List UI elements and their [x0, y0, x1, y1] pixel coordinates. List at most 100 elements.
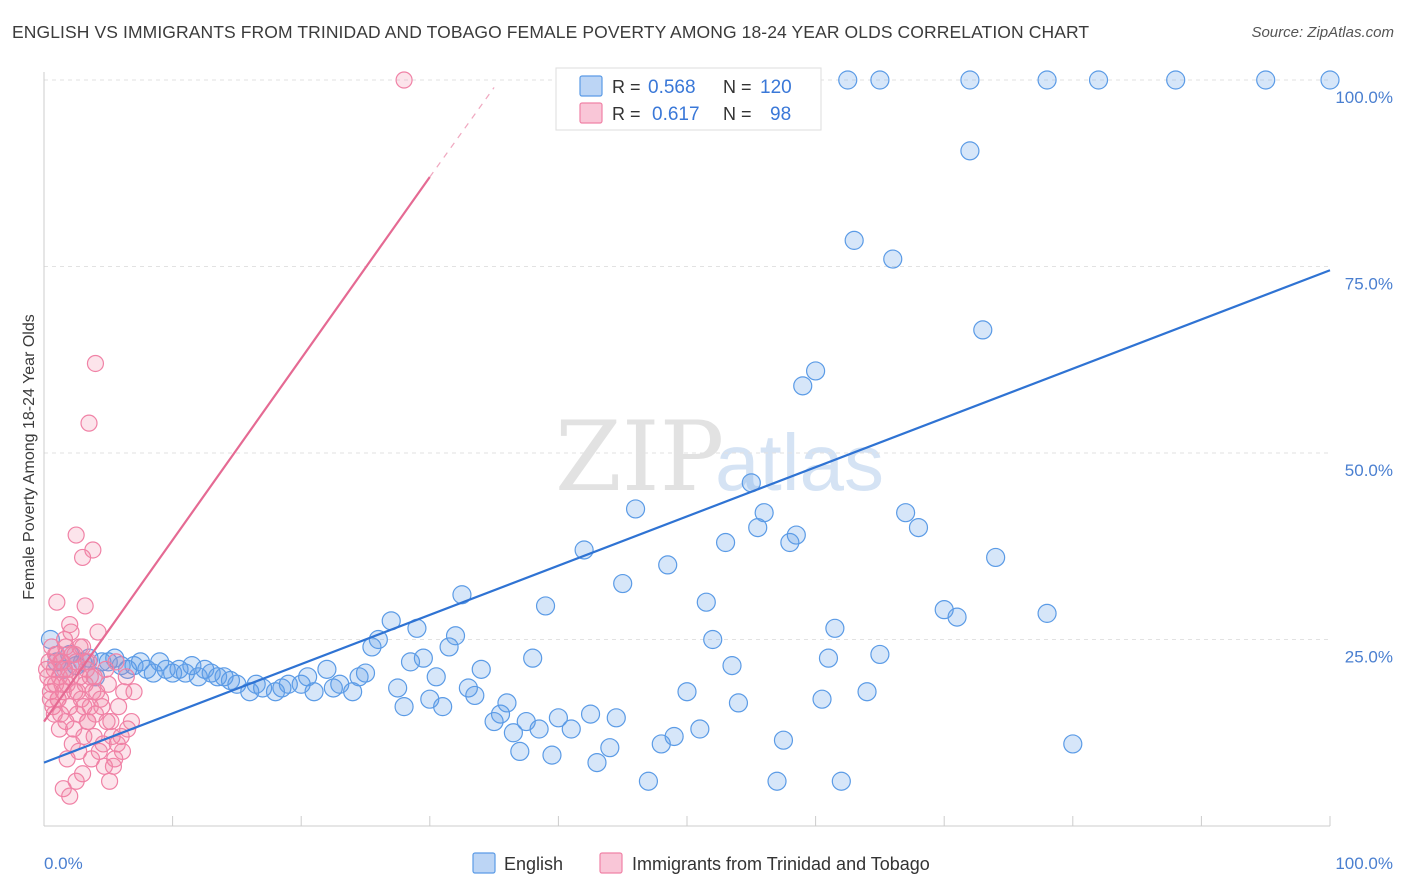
- immigrant-point-38: [89, 623, 107, 641]
- english-point-116: [1037, 603, 1057, 623]
- english-swatch: [579, 75, 603, 97]
- watermark-zip: ZIP: [555, 401, 724, 513]
- stats-legend: R = 0.568 N = 120 R = 0.617 N = 98: [555, 67, 822, 131]
- immigrant-point-88: [79, 712, 97, 731]
- english-point-109: [896, 503, 916, 523]
- y-tick-label-100: 100.0%: [1335, 88, 1393, 107]
- english-point-75: [580, 704, 601, 724]
- immigrants-r-value: 0.617: [652, 104, 700, 125]
- english-point-23: [188, 667, 208, 687]
- english-point-44: [355, 663, 376, 683]
- immigrant-point-97: [46, 645, 65, 664]
- english-point-122: [1166, 70, 1186, 90]
- x-tick-label-100: 100.0%: [1335, 854, 1393, 873]
- english-point-22: [182, 656, 202, 676]
- english-point-50: [400, 652, 421, 672]
- immigrants-r-label: R =: [612, 104, 641, 124]
- immigrant-point-87: [75, 698, 93, 716]
- immigrant-point-54: [76, 597, 94, 615]
- immigrants-swatch: [579, 102, 603, 124]
- immigrant-point-46: [109, 698, 128, 716]
- english-r-value: 0.568: [648, 77, 696, 98]
- english-point-46: [368, 629, 388, 650]
- english-n-value: 120: [760, 77, 792, 98]
- english-point-54: [426, 667, 446, 687]
- english-point-17: [150, 652, 170, 672]
- legend-immigrants-label: Immigrants from Trinidad and Tobago: [632, 854, 930, 874]
- immigrant-point-72: [81, 668, 99, 686]
- english-point-88: [703, 629, 723, 650]
- english-point-66: [510, 741, 530, 762]
- english-point-64: [497, 693, 517, 713]
- immigrant-point-50: [48, 593, 66, 611]
- english-point-80: [625, 499, 646, 519]
- english-point-121: [1088, 70, 1109, 90]
- english-point-125: [1037, 70, 1057, 90]
- english-point-103: [825, 618, 845, 638]
- legend-english-swatch: [472, 852, 496, 874]
- english-point-115: [986, 547, 1006, 568]
- immigrant-point-90: [90, 742, 108, 761]
- immigrant-point-56: [84, 541, 102, 559]
- legend-english-label: English: [504, 854, 563, 874]
- english-point-87: [696, 592, 716, 612]
- immigrant-point-45: [107, 653, 125, 671]
- immigrant-point-61: [73, 765, 92, 783]
- english-point-102: [818, 648, 839, 668]
- english-point-56: [439, 637, 459, 657]
- legend-immigrants-swatch: [599, 852, 623, 874]
- english-point-83: [658, 555, 678, 575]
- immigrant-point-86: [68, 683, 87, 701]
- english-point-108: [883, 249, 903, 269]
- english-point-26: [208, 667, 228, 687]
- immigrant-point-93: [106, 750, 124, 768]
- english-point-114: [973, 320, 993, 340]
- y-tick-label-75: 75.0%: [1345, 275, 1393, 294]
- immigrant-point-95: [125, 683, 143, 701]
- watermark: ZIP atlas: [555, 401, 884, 513]
- english-point-16: [143, 663, 163, 683]
- immigrant-point-85: [62, 623, 80, 641]
- english-point-57: [445, 626, 466, 646]
- english-point-21: [175, 663, 196, 683]
- english-point-73: [561, 719, 581, 739]
- immigrant-point-43: [102, 712, 120, 731]
- english-point-112: [947, 607, 967, 627]
- english-point-68: [523, 648, 543, 668]
- x-ticks: [172, 816, 1331, 826]
- english-point-71: [542, 745, 562, 765]
- english-point-110: [908, 517, 929, 538]
- english-point-89: [715, 532, 736, 553]
- chart-title: ENGLISH VS IMMIGRANTS FROM TRINIDAD AND …: [12, 22, 1090, 42]
- english-point-95: [767, 771, 787, 791]
- english-point-81: [638, 771, 659, 791]
- english-point-119: [870, 70, 890, 90]
- y-tick-labels: 100.0% 75.0% 50.0% 25.0%: [1335, 88, 1393, 667]
- english-point-69: [529, 719, 549, 739]
- immigrant-point-49: [117, 668, 135, 686]
- y-axis-label: Female Poverty Among 18-24 Year Olds: [21, 314, 38, 600]
- watermark-atlas: atlas: [715, 418, 884, 507]
- english-point-104: [831, 771, 851, 791]
- immigrants-trend-line-dashed: [429, 87, 495, 178]
- english-point-84: [664, 726, 684, 747]
- immigrant-point-81: [43, 675, 61, 693]
- immigrant-point-80: [37, 660, 56, 678]
- english-point-120: [960, 70, 980, 90]
- english-point-63: [490, 704, 511, 724]
- english-point-85: [677, 682, 697, 702]
- gridlines: [44, 79, 1330, 640]
- immigrants-n-value: 98: [770, 104, 791, 125]
- english-point-65: [503, 723, 523, 743]
- english-trend-line: [43, 269, 1331, 764]
- english-point-99: [793, 376, 813, 396]
- immigrant-point-73: [88, 683, 106, 701]
- immigrant-point-59: [61, 787, 79, 805]
- english-n-label: N =: [723, 77, 752, 97]
- english-point-107: [870, 644, 890, 665]
- english-point-96: [773, 730, 794, 750]
- english-r-label: R =: [612, 77, 641, 97]
- english-point-70: [535, 596, 556, 616]
- english-point-105: [844, 230, 864, 250]
